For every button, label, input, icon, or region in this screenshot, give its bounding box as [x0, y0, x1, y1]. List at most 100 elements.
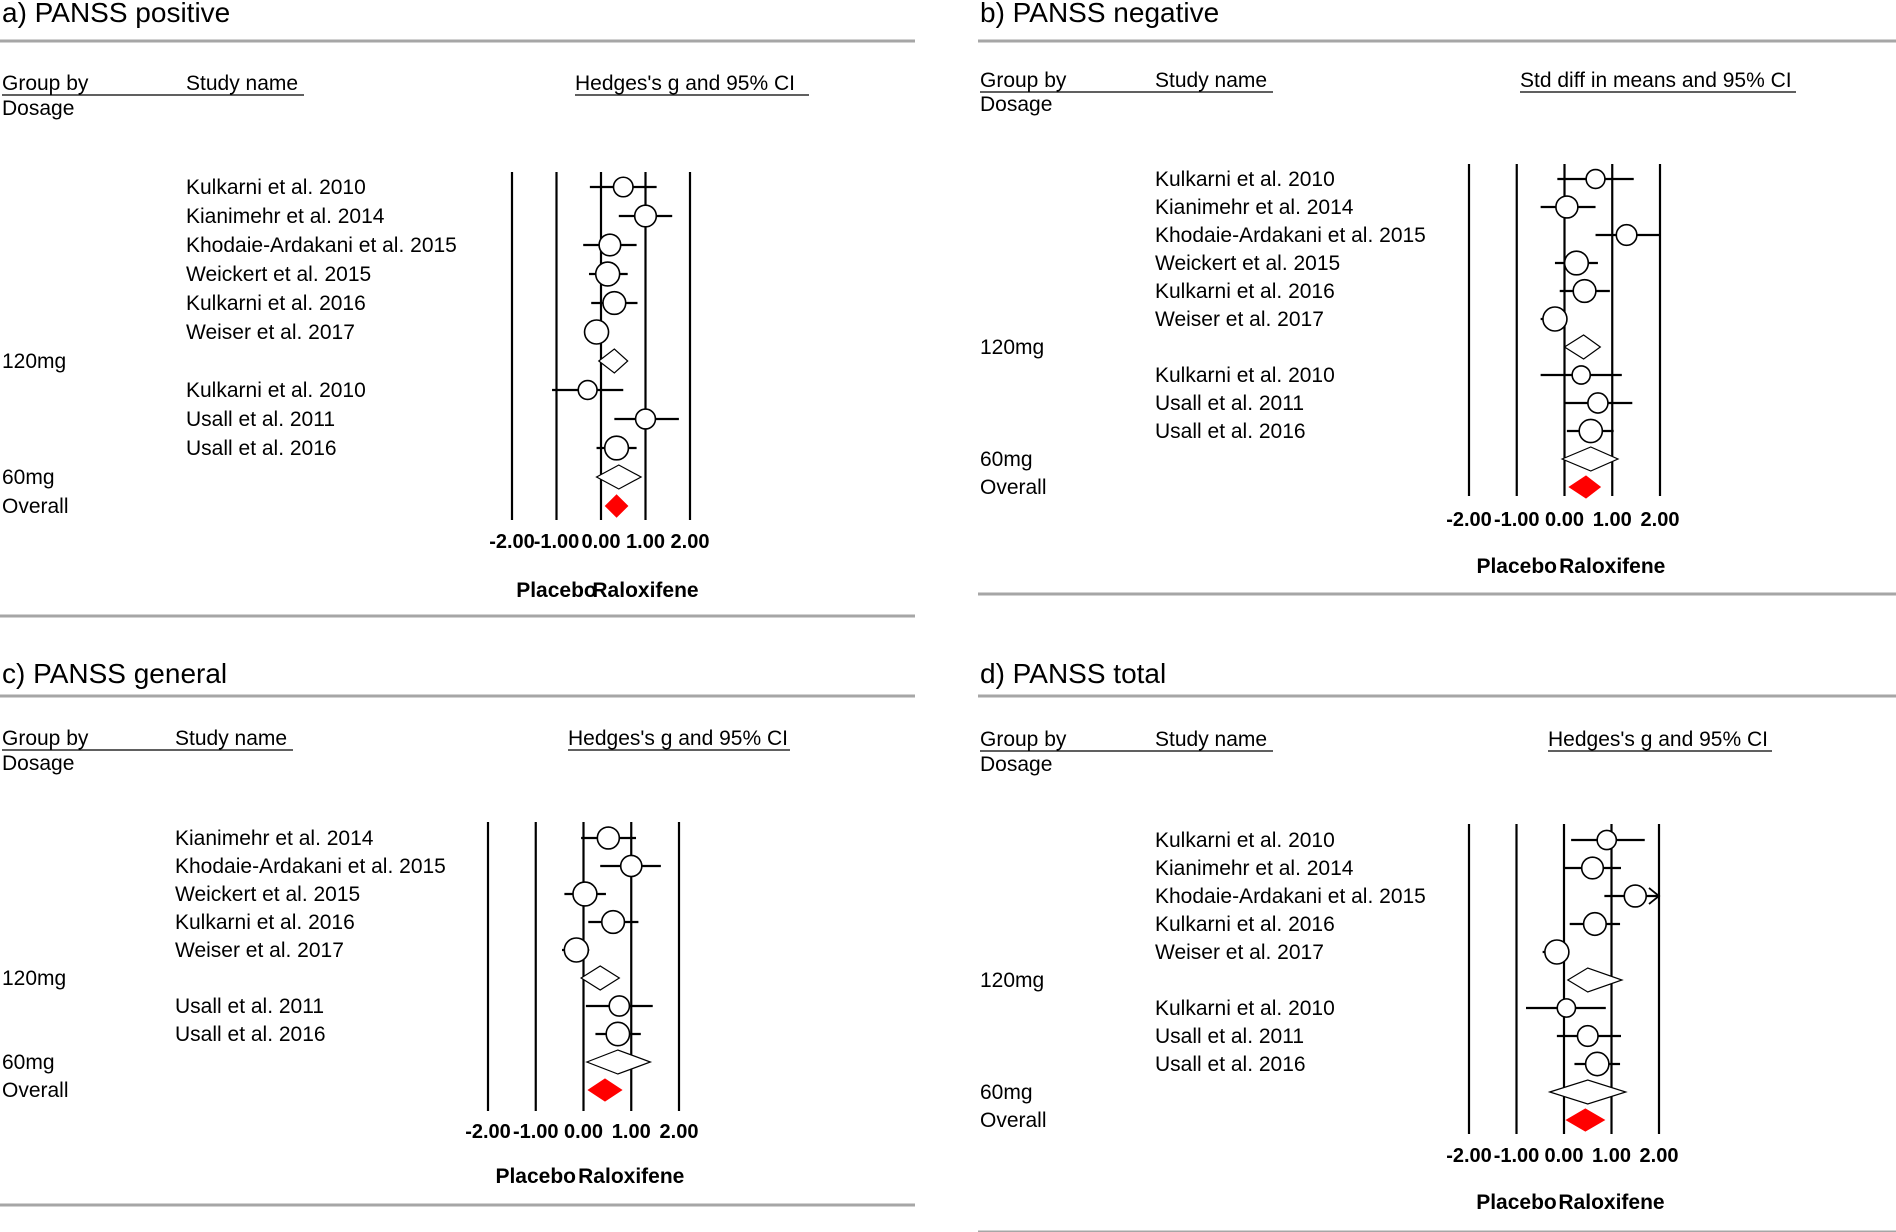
x-tick-label: 2.00: [1640, 1145, 1679, 1167]
point-estimate: [612, 176, 634, 198]
group-by-header: Group by: [980, 69, 1067, 92]
subgroup-summary-diamond: [585, 1049, 653, 1075]
study-label: Usall et al. 2016: [1155, 420, 1306, 443]
x-tick-label: 0.00: [1545, 509, 1584, 531]
x-tick-label: 1.00: [1592, 1145, 1631, 1167]
ci-arrow: [1648, 887, 1661, 905]
subgroup-summary-diamond: [579, 965, 621, 991]
point-estimate: [1587, 392, 1609, 414]
subgroup-summary-diamond: [597, 348, 629, 374]
study-label: Kulkarni et al. 2016: [1155, 280, 1335, 303]
x-tick-label: -2.00: [1446, 1145, 1492, 1167]
point-estimate: [634, 408, 657, 430]
favours-right-label: Raloxifene: [592, 579, 698, 602]
study-label: Khodaie-Ardakani et al. 2015: [1155, 885, 1426, 908]
study-label: Usall et al. 2016: [175, 1023, 326, 1046]
dosage-header: Dosage: [980, 93, 1052, 116]
study-label: Usall et al. 2011: [1155, 1025, 1304, 1048]
point-estimate: [594, 261, 621, 287]
study-name-header: Study name: [1155, 69, 1267, 92]
point-estimate: [1555, 195, 1579, 219]
study-label: Khodaie-Ardakani et al. 2015: [186, 234, 457, 257]
study-name-header: Study name: [186, 72, 298, 95]
x-tick-label: 0.00: [1545, 1145, 1584, 1167]
dosage-group-label: 60mg: [2, 466, 55, 489]
study-label: Weiser et al. 2017: [1155, 941, 1324, 964]
overall-label: Overall: [2, 1079, 69, 1102]
study-name-header: Study name: [175, 727, 287, 750]
overall-label: Overall: [980, 1109, 1047, 1132]
point-estimate: [1584, 1051, 1610, 1077]
point-estimate: [1623, 884, 1648, 908]
study-label: Kulkarni et al. 2010: [186, 176, 366, 199]
dosage-group-label: 60mg: [980, 1081, 1033, 1104]
x-tick-label: -1.00: [1494, 1145, 1540, 1167]
x-tick-label: 1.00: [626, 531, 665, 553]
panel-title: b) PANSS negative: [980, 0, 1219, 28]
panel-title: d) PANSS total: [980, 658, 1166, 689]
favours-left-label: Placebo: [1476, 1191, 1557, 1214]
dosage-group-label: 60mg: [980, 448, 1033, 471]
subgroup-summary-diamond: [595, 464, 643, 490]
x-tick-label: -2.00: [465, 1121, 511, 1143]
dosage-group-label: 120mg: [980, 336, 1044, 359]
x-tick-label: -1.00: [534, 531, 580, 553]
point-estimate: [602, 290, 627, 316]
study-label: Kulkarni et al. 2016: [1155, 913, 1335, 936]
point-estimate: [1571, 365, 1592, 385]
point-estimate: [1578, 418, 1604, 444]
subgroup-summary-diamond: [1560, 446, 1620, 472]
study-label: Usall et al. 2016: [1155, 1053, 1306, 1076]
study-label: Weickert et al. 2015: [186, 263, 371, 286]
point-estimate: [1580, 856, 1605, 880]
point-estimate: [1596, 829, 1618, 851]
overall-summary-diamond: [1568, 475, 1602, 499]
study-label: Kulkarni et al. 2010: [1155, 829, 1335, 852]
favours-left-label: Placebo: [516, 579, 597, 602]
study-label: Kianimehr et al. 2014: [1155, 196, 1354, 219]
point-estimate: [1544, 939, 1570, 965]
effect-header: Hedges's g and 95% CI: [575, 72, 795, 95]
study-label: Kulkarni et al. 2010: [1155, 364, 1335, 387]
study-label: Usall et al. 2011: [175, 995, 324, 1018]
x-tick-label: 0.00: [564, 1121, 603, 1143]
x-tick-label: 1.00: [1593, 509, 1632, 531]
x-tick-label: 0.00: [582, 531, 621, 553]
point-estimate: [605, 1021, 631, 1047]
study-label: Weiser et al. 2017: [186, 321, 355, 344]
favours-right-label: Raloxifene: [1559, 555, 1665, 578]
point-estimate: [583, 319, 610, 345]
x-tick-label: -1.00: [1494, 509, 1540, 531]
point-estimate: [598, 233, 622, 257]
dosage-group-label: 120mg: [2, 350, 66, 373]
panel-title: c) PANSS general: [2, 658, 227, 689]
dosage-header: Dosage: [2, 752, 74, 775]
overall-summary-diamond: [604, 494, 629, 518]
study-name-header: Study name: [1155, 728, 1267, 751]
effect-header: Std diff in means and 95% CI: [1520, 69, 1792, 92]
study-label: Kianimehr et al. 2014: [186, 205, 385, 228]
point-estimate: [633, 204, 658, 228]
dosage-header: Dosage: [980, 753, 1052, 776]
dosage-header: Dosage: [2, 97, 74, 120]
study-label: Weickert et al. 2015: [1155, 252, 1340, 275]
dosage-group-label: 60mg: [2, 1051, 55, 1074]
overall-label: Overall: [980, 476, 1047, 499]
point-estimate: [1572, 278, 1597, 304]
group-by-header: Group by: [980, 728, 1067, 751]
study-label: Kulkarni et al. 2010: [1155, 168, 1335, 191]
panel-title: a) PANSS positive: [2, 0, 230, 28]
x-tick-label: 2.00: [1641, 509, 1680, 531]
point-estimate: [596, 826, 621, 850]
study-label: Weiser et al. 2017: [175, 939, 344, 962]
study-label: Kulkarni et al. 2010: [186, 379, 366, 402]
favours-right-label: Raloxifene: [1558, 1191, 1664, 1214]
favours-left-label: Placebo: [495, 1165, 576, 1188]
point-estimate: [572, 881, 598, 907]
overall-label: Overall: [2, 495, 69, 518]
point-estimate: [1556, 998, 1577, 1018]
